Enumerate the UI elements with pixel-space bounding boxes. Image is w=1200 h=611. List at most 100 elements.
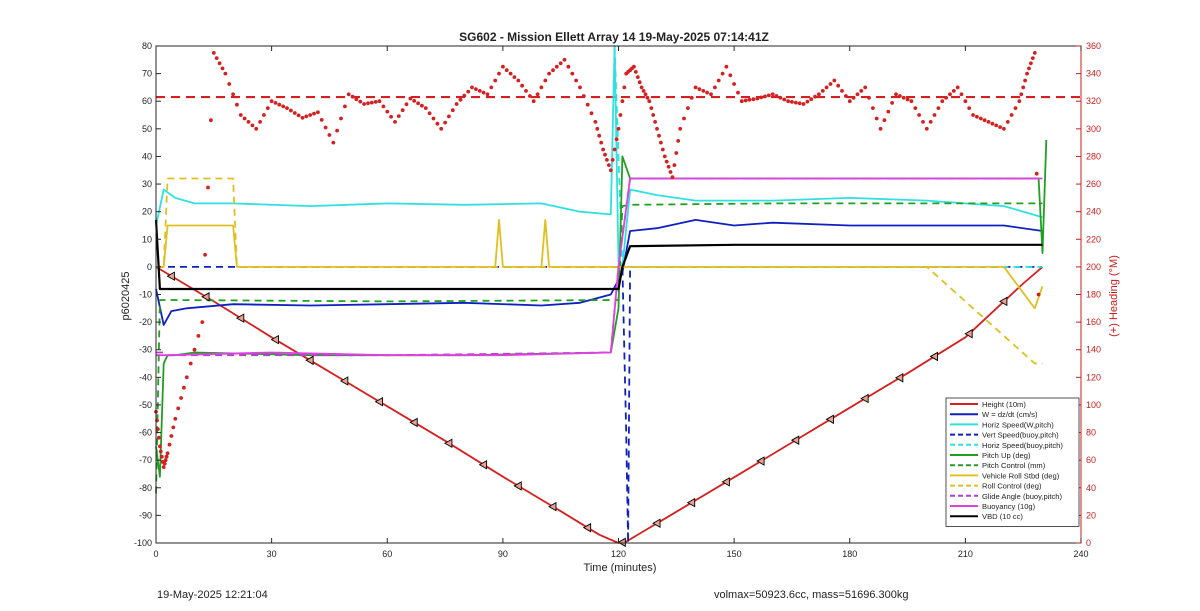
height-marker-12 bbox=[582, 522, 592, 533]
y-right-tick-label-16: 40 bbox=[1086, 483, 1096, 493]
heading-point-198 bbox=[778, 95, 783, 100]
heading-point-250 bbox=[978, 116, 983, 121]
heading-point-228 bbox=[894, 92, 898, 97]
y-axis-label: p6020425 bbox=[120, 272, 132, 321]
y-tick-label-13: -50 bbox=[139, 400, 152, 410]
heading-point-107 bbox=[512, 75, 517, 79]
y-tick-label-14: -60 bbox=[139, 428, 152, 438]
heading-point-109 bbox=[520, 83, 524, 88]
axes-layer: 0 30 60 90 120 150 180 210 24080706050403020100-… bbox=[134, 41, 1101, 559]
heading-point-17 bbox=[176, 406, 181, 411]
heading-point-217 bbox=[851, 95, 856, 100]
heading-point-63 bbox=[343, 104, 347, 109]
heading-point-118 bbox=[554, 64, 559, 69]
heading-point-148 bbox=[632, 64, 636, 69]
heading-point-264 bbox=[1025, 71, 1029, 76]
footer-timestamp: 19-May-2025 12:21:04 bbox=[157, 589, 268, 601]
heading-point-59 bbox=[327, 133, 332, 137]
heading-point-196 bbox=[770, 92, 775, 97]
height-marker-11 bbox=[548, 501, 557, 512]
heading-point-218 bbox=[855, 92, 860, 97]
heading-point-270 bbox=[1036, 292, 1041, 297]
y-tick-label-10: -20 bbox=[139, 317, 152, 327]
heading-point-76 bbox=[393, 120, 397, 124]
height-marker-8 bbox=[444, 438, 453, 449]
heading-point-4 bbox=[158, 444, 162, 449]
heading-point-262 bbox=[1021, 85, 1026, 90]
height-marker-23 bbox=[964, 328, 973, 339]
y-right-tick-label-18: 0 bbox=[1086, 538, 1091, 548]
heading-point-94 bbox=[462, 93, 467, 98]
heading-point-122 bbox=[570, 71, 575, 76]
heading-point-61 bbox=[335, 128, 339, 133]
heading-point-116 bbox=[547, 71, 551, 76]
y-right-tick-label-1: 340 bbox=[1086, 69, 1101, 79]
heading-point-15 bbox=[171, 425, 176, 430]
heading-point-135 bbox=[607, 163, 611, 168]
heading-point-225 bbox=[882, 118, 887, 123]
y-right-tick-label-0: 360 bbox=[1086, 41, 1101, 51]
heading-point-175 bbox=[689, 95, 694, 100]
heading-point-266 bbox=[1029, 61, 1033, 66]
heading-point-32 bbox=[223, 71, 228, 76]
heading-point-153 bbox=[641, 89, 646, 93]
heading-point-191 bbox=[751, 97, 756, 102]
height-marker-15 bbox=[686, 497, 696, 508]
heading-point-200 bbox=[786, 99, 790, 104]
heading-point-173 bbox=[682, 116, 686, 121]
heading-point-178 bbox=[701, 89, 706, 93]
heading-point-46 bbox=[277, 102, 282, 107]
heading-point-42 bbox=[262, 113, 266, 117]
heading-point-69 bbox=[366, 101, 370, 106]
y-right-tick-label-5: 260 bbox=[1086, 179, 1101, 189]
heading-point-174 bbox=[686, 106, 690, 110]
heading-point-72 bbox=[377, 99, 382, 104]
heading-point-205 bbox=[805, 99, 810, 104]
height-marker-21 bbox=[894, 373, 904, 383]
y-tick-label-6: 20 bbox=[142, 207, 152, 217]
y-right-tick-label-12: 120 bbox=[1086, 372, 1101, 382]
heading-point-108 bbox=[516, 78, 521, 83]
y-tick-label-12: -40 bbox=[139, 372, 152, 382]
chart-title: SG602 - Mission Ellett Array 14 19-May-2… bbox=[459, 30, 769, 44]
heading-point-121 bbox=[566, 64, 571, 69]
height-marker-22 bbox=[929, 351, 938, 362]
heading-point-189 bbox=[743, 98, 748, 103]
heading-point-112 bbox=[531, 99, 536, 104]
series-line-11 bbox=[154, 219, 1043, 291]
heading-point-91 bbox=[450, 108, 455, 113]
heading-point-221 bbox=[867, 95, 871, 100]
height-marker-9 bbox=[478, 459, 488, 470]
heading-point-102 bbox=[493, 78, 498, 83]
y-tick-label-16: -80 bbox=[139, 483, 152, 493]
heading-point-249 bbox=[975, 114, 979, 119]
heading-point-62 bbox=[339, 116, 343, 121]
y-tick-label-3: 50 bbox=[142, 124, 152, 134]
heading-point-81 bbox=[412, 99, 417, 103]
heading-point-267 bbox=[1030, 56, 1035, 60]
heading-point-180 bbox=[709, 92, 713, 97]
heading-point-50 bbox=[292, 111, 297, 115]
heading-point-12 bbox=[165, 451, 170, 456]
heading-point-226 bbox=[886, 109, 891, 114]
heading-point-65 bbox=[350, 94, 355, 99]
heading-point-182 bbox=[716, 78, 721, 83]
heading-point-14 bbox=[169, 434, 174, 438]
heading-point-104 bbox=[501, 64, 505, 69]
heading-point-149 bbox=[633, 70, 638, 74]
heading-point-231 bbox=[905, 97, 910, 102]
heading-point-140 bbox=[616, 126, 621, 131]
heading-point-233 bbox=[913, 106, 918, 110]
heading-point-88 bbox=[439, 126, 444, 131]
heading-point-133 bbox=[603, 152, 607, 157]
heading-point-58 bbox=[323, 125, 328, 130]
x-tick-label-8: 240 bbox=[1073, 549, 1088, 559]
heading-point-24 bbox=[200, 320, 205, 324]
heading-point-47 bbox=[281, 104, 286, 109]
heading-point-152 bbox=[639, 85, 644, 90]
heading-point-227 bbox=[890, 101, 894, 105]
heading-point-37 bbox=[242, 116, 247, 121]
heading-point-79 bbox=[404, 102, 409, 107]
heading-point-232 bbox=[909, 99, 914, 104]
height-marker-4 bbox=[305, 355, 314, 366]
